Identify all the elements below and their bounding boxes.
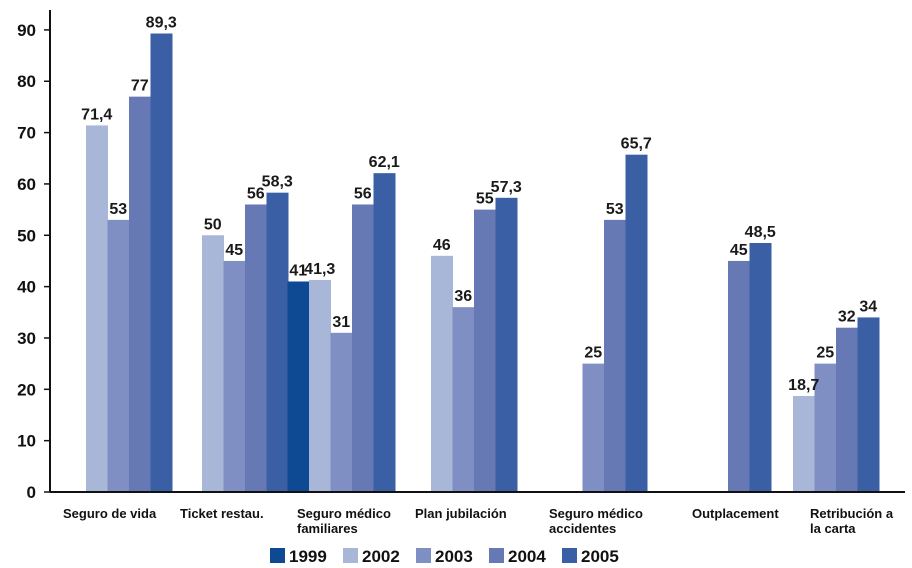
data-label-2005-5: 48,5 — [745, 224, 776, 241]
y-tick-label: 70 — [17, 124, 36, 143]
legend-swatch-1999 — [270, 548, 285, 563]
y-tick-label: 0 — [27, 483, 36, 502]
bar-2002-2 — [309, 279, 331, 492]
category-label-6: Retribución a la carta — [810, 506, 894, 536]
bar-1999-2 — [287, 281, 310, 492]
data-label-2005-0: 89,3 — [146, 15, 177, 32]
legend-swatch-2004 — [489, 548, 504, 563]
data-label-2004-3: 55 — [476, 191, 494, 208]
legend-label-2005: 2005 — [581, 547, 619, 566]
legend-swatch-2005 — [562, 548, 577, 563]
y-tick-label: 20 — [17, 380, 36, 399]
data-label-2002-2: 41,3 — [304, 261, 335, 278]
data-label-2005-1: 58,3 — [262, 174, 293, 191]
bar-2004-6 — [836, 327, 858, 492]
data-label-2005-2: 62,1 — [369, 154, 400, 171]
bar-2005-2 — [373, 173, 396, 492]
data-label-2003-4: 25 — [584, 345, 602, 362]
y-tick-label: 60 — [17, 175, 36, 194]
bar-2004-3 — [474, 209, 496, 492]
bar-2004-2 — [352, 204, 374, 493]
legend: 1999 2002 2003 2004 2005 — [270, 547, 619, 566]
bar-2003-2 — [330, 332, 353, 492]
bar-2005-1 — [266, 192, 289, 492]
bar-2003-3 — [452, 307, 475, 492]
data-label-2004-5: 45 — [730, 242, 748, 259]
data-label-2005-4: 65,7 — [621, 136, 652, 153]
data-label-2004-4: 53 — [606, 201, 624, 218]
legend-swatch-2003 — [416, 548, 431, 563]
y-tick-label: 50 — [17, 226, 36, 245]
legend-label-1999: 1999 — [289, 547, 327, 566]
data-label-2002-6: 18,7 — [788, 377, 819, 394]
category-label-0: Seguro de vida — [63, 506, 157, 521]
bar-2005-0 — [150, 33, 173, 492]
data-label-2003-6: 25 — [816, 345, 834, 362]
legend-label-2003: 2003 — [435, 547, 473, 566]
bar-2004-4 — [604, 219, 626, 493]
data-label-2005-3: 57,3 — [491, 179, 522, 196]
legend-swatch-2002 — [343, 548, 358, 563]
bar-2004-1 — [245, 204, 267, 493]
category-label-1: Ticket restau. — [180, 506, 264, 521]
bar-2003-0 — [107, 219, 130, 493]
bar-2002-6 — [793, 395, 815, 492]
bar-2005-3 — [495, 197, 518, 492]
bar-2003-1 — [223, 260, 246, 492]
y-tick-label: 30 — [17, 329, 36, 348]
data-label-2003-2: 31 — [332, 314, 350, 331]
y-tick-label: 80 — [17, 72, 36, 91]
legend-label-2004: 2004 — [508, 547, 546, 566]
y-tick-label: 40 — [17, 278, 36, 297]
category-label-2: Seguro médico familiares — [297, 506, 391, 536]
y-axis-ticks: 0 10 20 30 40 50 60 70 80 90 — [17, 21, 50, 502]
data-label-2005-6: 34 — [859, 298, 877, 315]
bar-2002-1 — [202, 235, 224, 493]
legend-label-2002: 2002 — [362, 547, 400, 566]
bar-2003-4 — [582, 363, 605, 492]
bar-2005-5 — [749, 242, 772, 492]
data-label-2002-3: 46 — [433, 237, 451, 254]
bar-2002-3 — [431, 255, 453, 492]
data-labels: 71,4537789,350455658,34141,3315662,14636… — [81, 15, 877, 394]
data-label-2002-0: 71,4 — [81, 106, 112, 123]
category-label-3: Plan jubilación — [415, 506, 507, 521]
category-labels: Seguro de vida Ticket restau. Seguro médic… — [63, 506, 894, 536]
data-label-2004-2: 56 — [354, 185, 372, 202]
bar-2005-6 — [857, 317, 880, 492]
bar-2002-0 — [86, 125, 108, 493]
category-label-4: Seguro médico accidentes — [549, 506, 643, 536]
data-label-2003-1: 45 — [225, 242, 243, 259]
data-label-2004-1: 56 — [247, 185, 265, 202]
y-tick-label: 10 — [17, 432, 36, 451]
data-label-1999-2: 41 — [289, 262, 307, 279]
y-tick-label: 90 — [17, 21, 36, 40]
data-label-2003-0: 53 — [109, 201, 127, 218]
bar-2005-4 — [625, 154, 648, 492]
bar-2003-6 — [814, 363, 837, 492]
bar-2004-0 — [129, 96, 151, 492]
bars — [86, 33, 880, 493]
data-label-2004-0: 77 — [131, 78, 149, 95]
data-label-2002-1: 50 — [204, 216, 222, 233]
bar-2004-5 — [728, 260, 750, 492]
data-label-2003-3: 36 — [454, 288, 472, 305]
data-label-2004-6: 32 — [838, 309, 856, 326]
category-label-5: Outplacement — [692, 506, 779, 521]
